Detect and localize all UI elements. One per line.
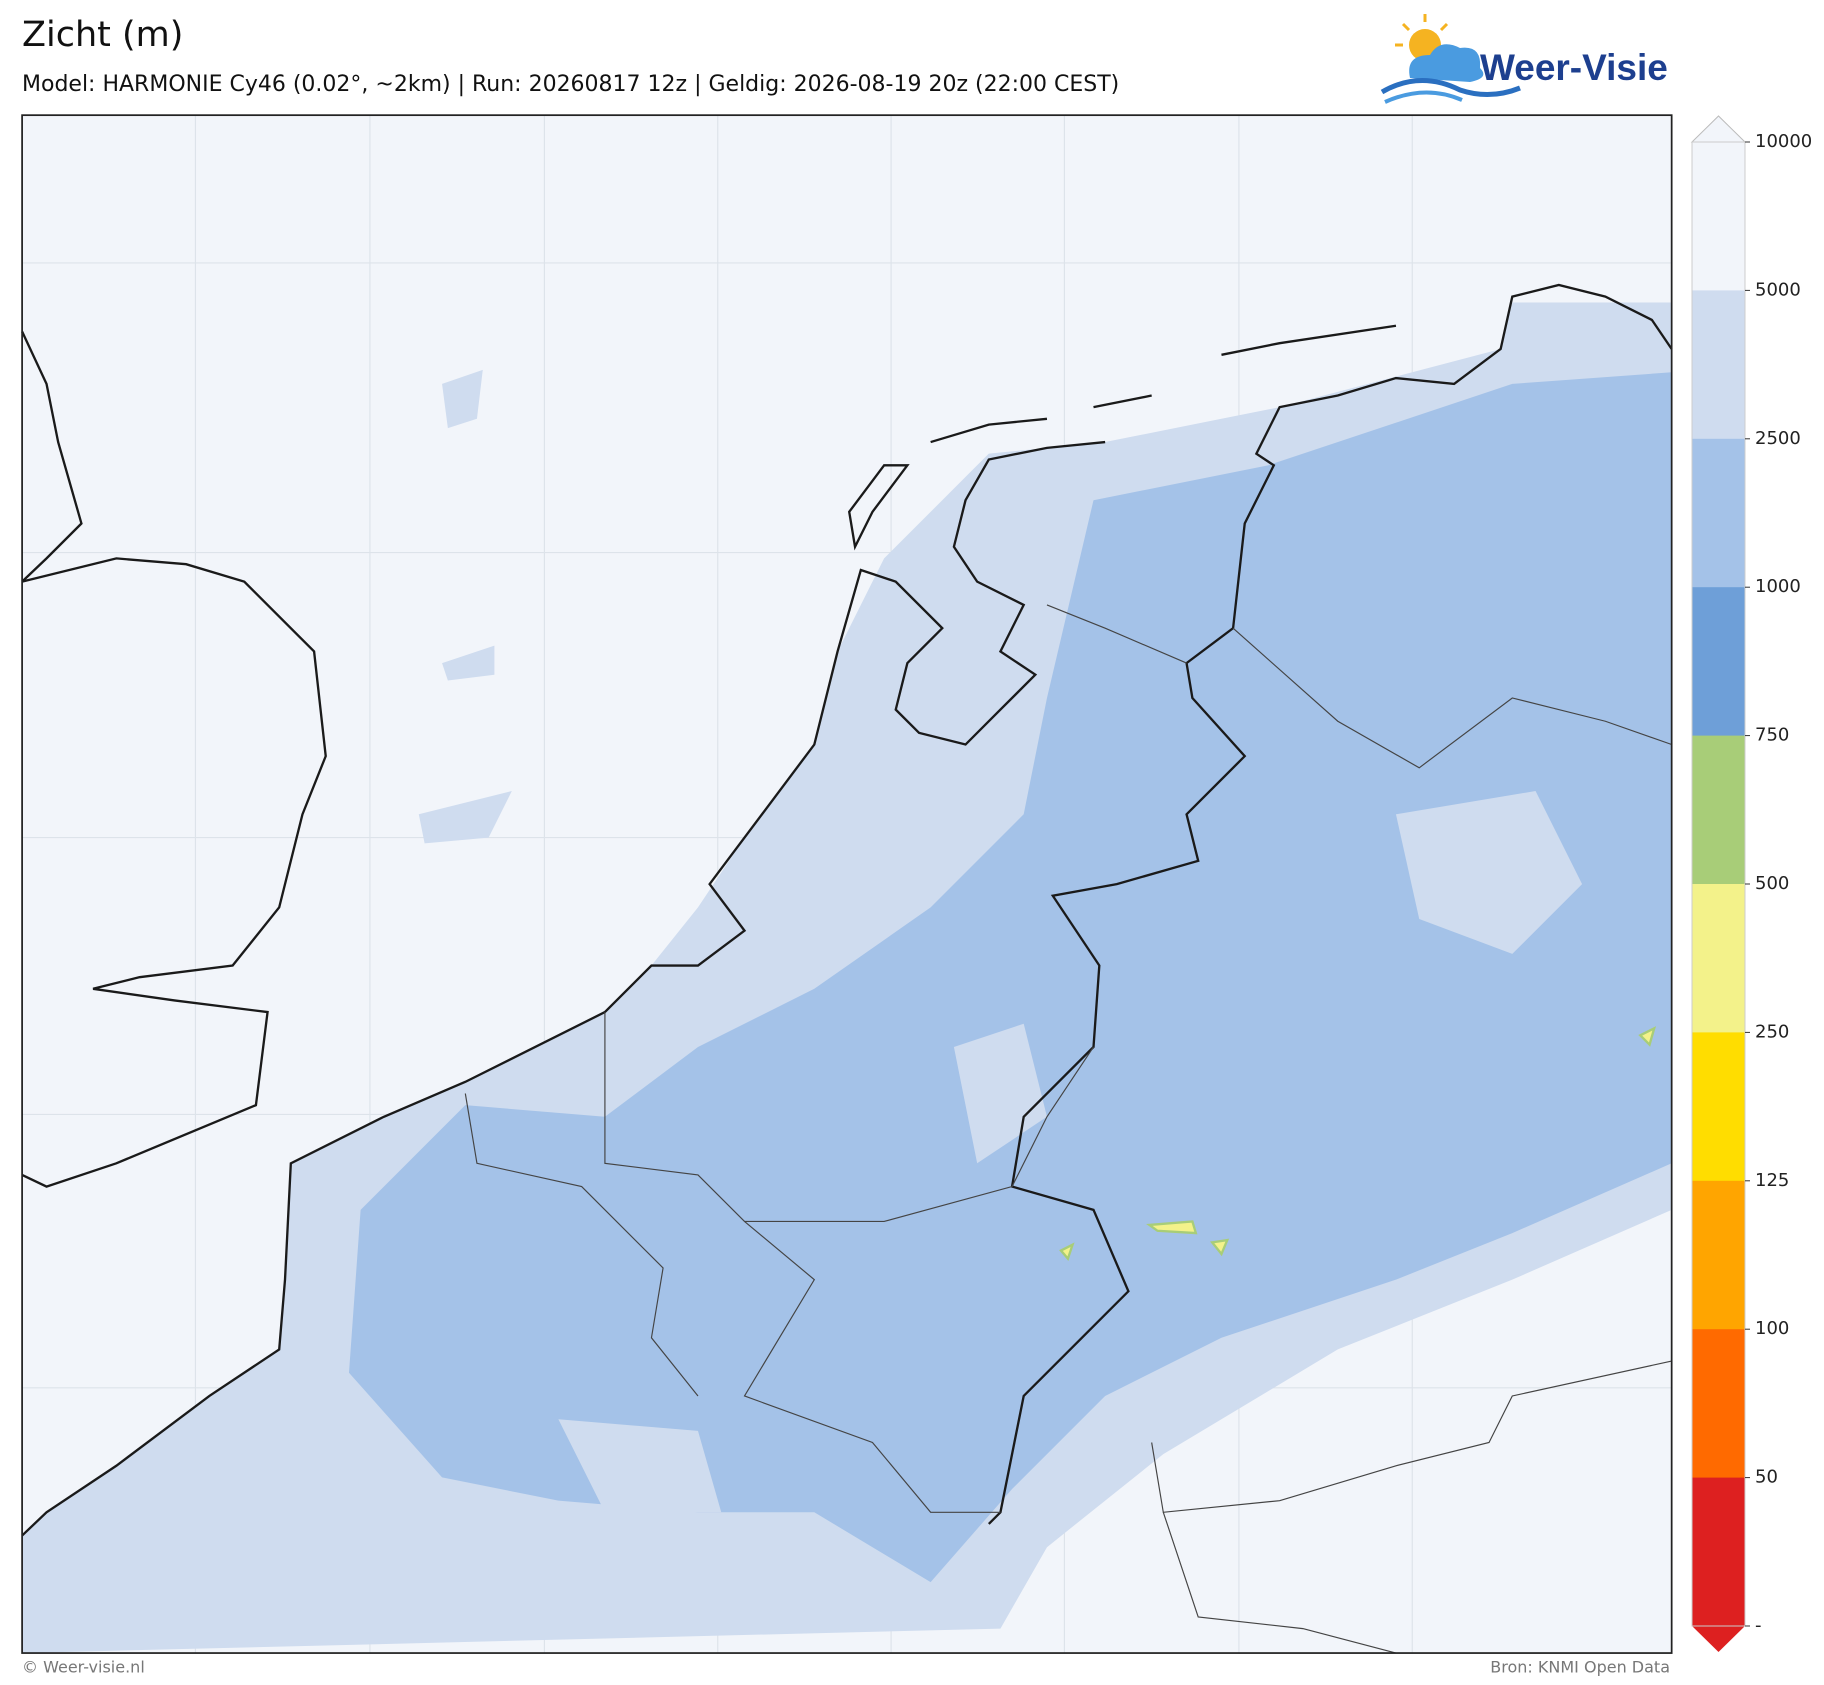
footer-right: Bron: KNMI Open Data — [1490, 1658, 1670, 1677]
colorbar-segment — [1692, 735, 1745, 885]
colorbar: 10000 5000 2500 1000 750 500 250 125 100 50 - — [1690, 115, 1812, 1652]
footer-left: © Weer-visie.nl — [22, 1658, 145, 1677]
logo-text: Weer-Visie — [1480, 47, 1668, 88]
map — [21, 114, 1673, 1654]
colorbar-segment — [1692, 1032, 1745, 1182]
colorbar-segment — [1692, 884, 1745, 1033]
colorbar-label: 10000 — [1755, 131, 1812, 152]
map-frame — [21, 114, 1673, 1654]
colorbar-label: 2500 — [1755, 428, 1801, 449]
colorbar-label: 250 — [1755, 1021, 1789, 1042]
colorbar-segment — [1692, 142, 1745, 291]
colorbar-segment — [1692, 290, 1745, 440]
colorbar-label: 1000 — [1755, 576, 1801, 597]
subtitle: Model: HARMONIE Cy46 (0.02°, ~2km) | Run… — [22, 72, 1119, 97]
colorbar-segment — [1692, 438, 1745, 588]
colorbar-label: 125 — [1755, 1170, 1789, 1191]
colorbar-segment — [1692, 1477, 1745, 1627]
colorbar-label: 5000 — [1755, 279, 1801, 300]
colorbar-bottom-arrow — [1692, 1626, 1745, 1652]
colorbar-label: 500 — [1755, 873, 1789, 894]
coastline — [21, 283, 1673, 1537]
colorbar-label: - — [1755, 1615, 1762, 1636]
visibility-low-spots — [1059, 1026, 1657, 1262]
visibility-medium — [348, 372, 1672, 1583]
colorbar-label: 100 — [1755, 1318, 1789, 1339]
borders — [464, 604, 1672, 1654]
colorbar-segment — [1692, 1180, 1745, 1330]
colorbar-label: 750 — [1755, 725, 1789, 746]
colorbar-label: 50 — [1755, 1467, 1778, 1488]
colorbar-top-arrow — [1690, 115, 1747, 143]
colorbar-segment — [1692, 587, 1745, 737]
title: Zicht (m) — [22, 15, 183, 55]
colorbar-segment — [1692, 1329, 1745, 1479]
logo: Weer-Visie — [1380, 14, 1668, 104]
